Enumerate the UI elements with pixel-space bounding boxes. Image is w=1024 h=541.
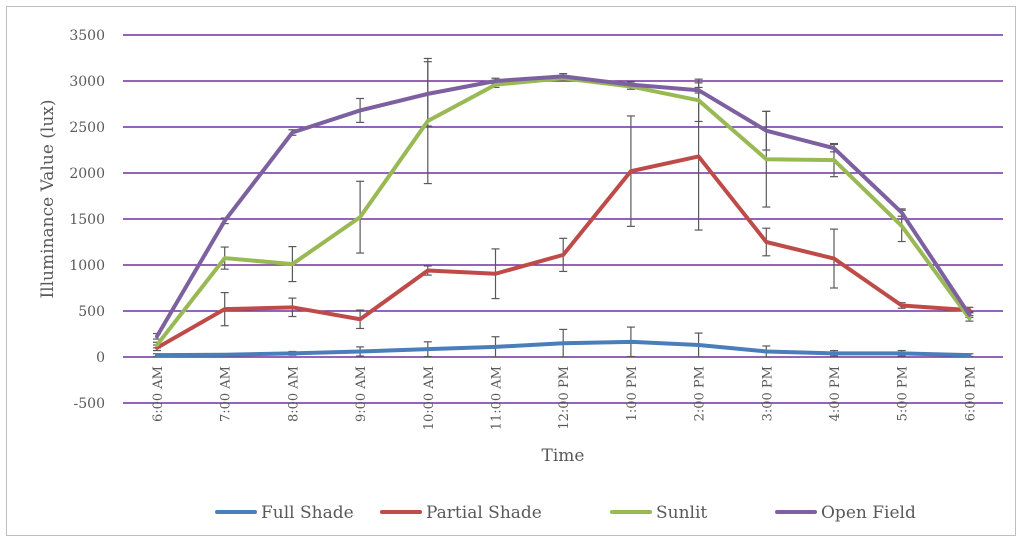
x-tick-2-00-pm: 2:00 PM <box>693 366 708 421</box>
legend-item-full-shade: Full Shade <box>217 503 354 523</box>
x-tick-10-00-am: 10:00 AM <box>422 366 437 430</box>
x-tick-labels: 6:00 AM 7:00 AM 8:00 AM 9:00 AM 10:00 AM 11:0… <box>151 366 978 430</box>
y-tick-labels: -500 0 500 1000 1500 2000 2500 3000 3500 <box>69 28 105 412</box>
legend-item-partial-shade: Partial Shade <box>382 503 542 523</box>
y-tick-1500: 1500 <box>69 212 105 228</box>
x-tick-11-00-am: 11:00 AM <box>490 366 505 430</box>
y-tick-0: 0 <box>96 350 105 366</box>
y-tick-3000: 3000 <box>69 74 105 90</box>
y-tick-2500: 2500 <box>69 120 105 136</box>
y-tick-500: -500 <box>74 396 105 412</box>
x-tick-5-00-pm: 5:00 PM <box>896 366 911 421</box>
series-line-sunlit <box>157 78 969 345</box>
error-bars <box>153 58 973 357</box>
x-tick-6-00-am: 6:00 AM <box>151 366 166 422</box>
x-axis-label: Time <box>542 446 585 466</box>
legend-item-sunlit: Sunlit <box>612 503 707 523</box>
legend-label-open-field: Open Field <box>821 503 916 523</box>
series-lines <box>157 76 969 355</box>
x-tick-3-00-pm: 3:00 PM <box>760 366 775 421</box>
x-tick-1-00-pm: 1:00 PM <box>625 366 640 421</box>
x-tick-12-00-pm: 12:00 PM <box>557 366 572 430</box>
y-tick-2000: 2000 <box>69 166 105 182</box>
x-tick-8-00-am: 8:00 AM <box>286 366 301 422</box>
legend: Full Shade Partial Shade Sunlit Open Field <box>217 503 916 523</box>
series-line-partial-shade <box>157 156 969 347</box>
legend-label-sunlit: Sunlit <box>656 503 707 523</box>
y-tick-500: 500 <box>78 304 105 320</box>
legend-label-partial-shade: Partial Shade <box>426 503 542 523</box>
series-line-open-field <box>157 76 969 336</box>
x-tick-6-00-pm: 6:00 PM <box>963 366 978 421</box>
legend-label-full-shade: Full Shade <box>261 503 354 523</box>
x-tick-9-00-am: 9:00 AM <box>354 366 369 422</box>
x-tick-4-00-pm: 4:00 PM <box>828 366 843 421</box>
y-axis-label: Illuminance Value (lux) <box>38 99 58 298</box>
y-tick-1000: 1000 <box>69 258 105 274</box>
illuminance-line-chart: -500 0 500 1000 1500 2000 2500 3000 3500 6:00 AM… <box>7 7 1015 535</box>
y-tick-3500: 3500 <box>69 28 105 44</box>
legend-item-open-field: Open Field <box>777 503 916 523</box>
chart-frame: -500 0 500 1000 1500 2000 2500 3000 3500 6:00 AM… <box>6 6 1016 536</box>
x-tick-7-00-am: 7:00 AM <box>219 366 234 422</box>
